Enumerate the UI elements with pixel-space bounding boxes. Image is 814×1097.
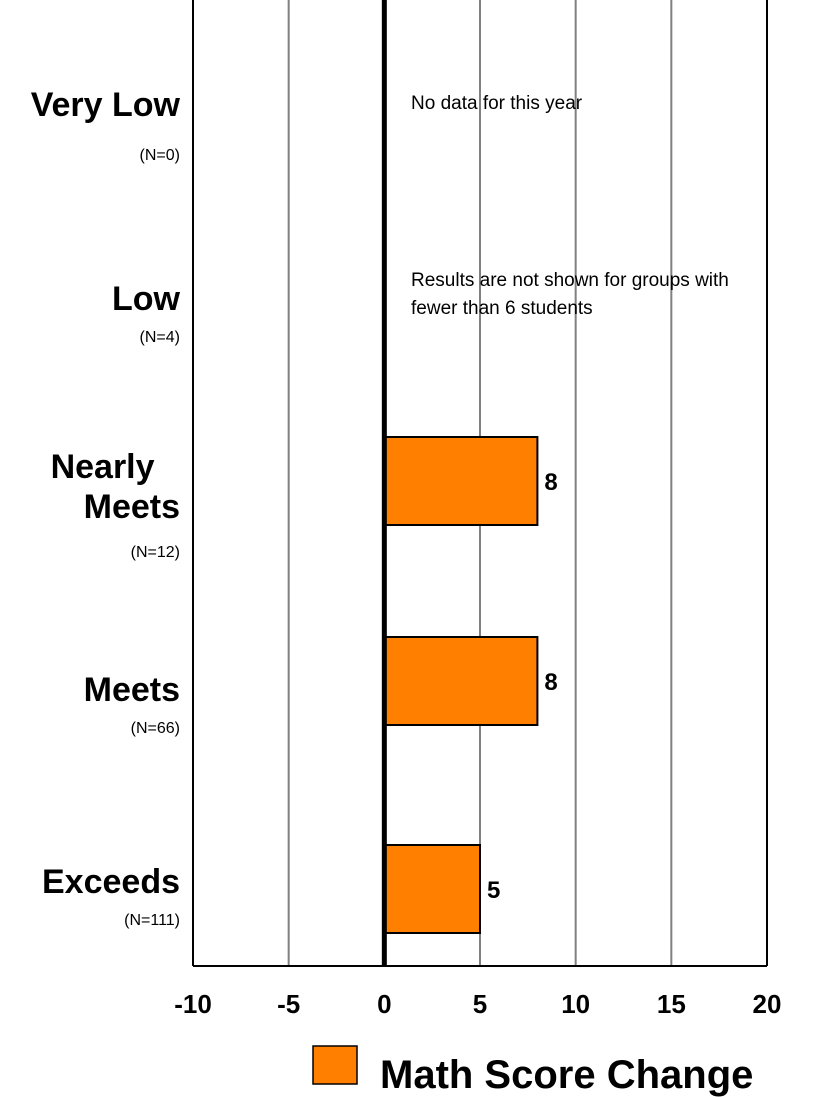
- x-axis-tick-labels: -10 -5 0 5 10 15 20: [174, 989, 781, 1019]
- category-label-meets: Meets: [84, 671, 180, 709]
- annotation-suppressed-line2: fewer than 6 students: [411, 298, 593, 319]
- x-tick-label-6: 20: [753, 989, 782, 1019]
- bar-meets: [383, 636, 539, 726]
- data-label-meets: 8: [544, 669, 557, 696]
- category-label-low: Low: [112, 280, 181, 318]
- annotation-no-data: No data for this year: [411, 93, 583, 114]
- legend-label: Math Score Change: [380, 1053, 753, 1097]
- category-label-nearly-meets: Nearly Meets: [51, 448, 180, 526]
- category-label-nearly-meets-line1: Nearly: [51, 448, 155, 486]
- category-count-low: (N=4): [140, 329, 180, 346]
- annotation-suppressed: Results are not shown for groups with fe…: [411, 270, 734, 319]
- x-tick-label-1: -5: [277, 989, 300, 1019]
- annotation-suppressed-line1: Results are not shown for groups with: [411, 270, 729, 291]
- category-label-very-low: Very Low: [31, 86, 181, 124]
- bar-nearly-meets: [383, 436, 539, 526]
- x-tick-label-5: 15: [657, 989, 686, 1019]
- x-tick-label-4: 10: [561, 989, 590, 1019]
- bar-exceeds: [383, 844, 482, 934]
- plot-frame: [192, 0, 768, 967]
- gridlines: [287, 0, 673, 966]
- bars: [383, 436, 539, 934]
- x-tick-label-3: 5: [473, 989, 487, 1019]
- category-count-nearly-meets: (N=12): [131, 544, 180, 561]
- category-label-exceeds: Exceeds: [42, 863, 180, 901]
- category-labels: Very Low (N=0) Low (N=4) Nearly Meets (N…: [31, 86, 181, 929]
- data-label-exceeds: 5: [487, 877, 500, 904]
- category-count-very-low: (N=0): [140, 147, 180, 164]
- x-tick-label-0: -10: [174, 989, 212, 1019]
- category-count-exceeds: (N=111): [124, 912, 180, 929]
- category-count-meets: (N=66): [131, 720, 180, 737]
- data-label-nearly-meets: 8: [544, 469, 557, 496]
- legend-swatch: [312, 1045, 358, 1085]
- category-label-nearly-meets-line2: Meets: [84, 488, 180, 526]
- data-labels: 8 8 5: [487, 469, 558, 904]
- x-tick-label-2: 0: [377, 989, 391, 1019]
- legend: Math Score Change: [312, 1045, 753, 1097]
- annotations: No data for this year Results are not sh…: [411, 93, 734, 319]
